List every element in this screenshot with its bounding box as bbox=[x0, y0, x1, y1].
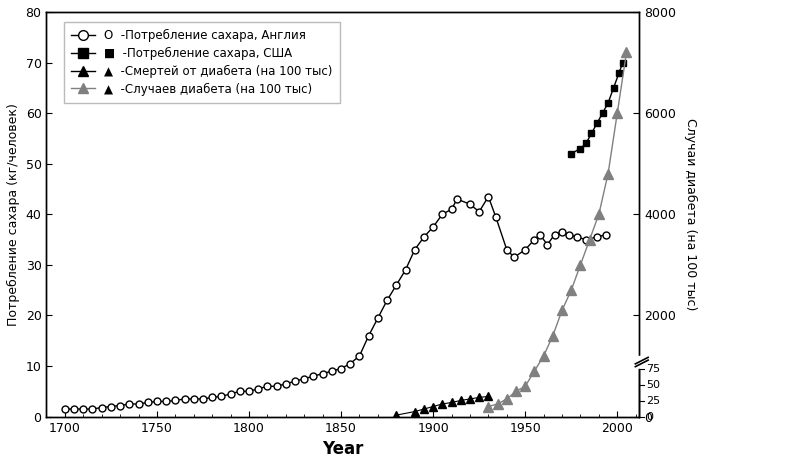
Text: 0: 0 bbox=[646, 412, 654, 422]
Y-axis label: Случаи диабета (на 100 тыс): Случаи диабета (на 100 тыс) bbox=[684, 118, 697, 311]
Text: 50: 50 bbox=[646, 380, 661, 390]
Text: 25: 25 bbox=[646, 396, 661, 406]
X-axis label: Year: Year bbox=[322, 440, 363, 458]
Y-axis label: Потребление сахара (кг/человек): Потребление сахара (кг/человек) bbox=[7, 103, 20, 326]
Legend: O  -Потребление сахара, Англия, ■  -Потребление сахара, США, ▲  -Смертей от диаб: O -Потребление сахара, Англия, ■ -Потреб… bbox=[64, 22, 340, 103]
Text: 75: 75 bbox=[646, 364, 661, 374]
